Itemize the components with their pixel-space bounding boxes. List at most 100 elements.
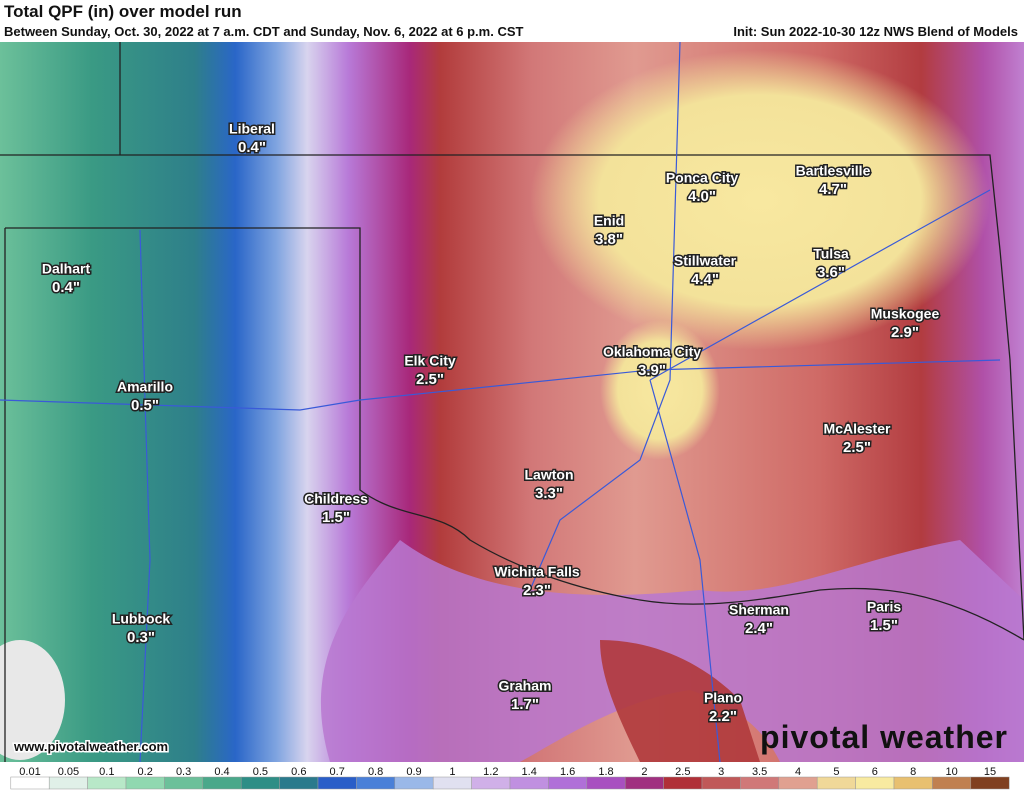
legend-label: 1 (449, 766, 455, 778)
legend-label: 1.8 (598, 766, 613, 778)
city-value: 2.3" (523, 582, 551, 599)
legend-swatch (87, 776, 127, 790)
legend-swatch (970, 776, 1010, 790)
subtitle: Between Sunday, Oct. 30, 2022 at 7 a.m. … (4, 24, 524, 39)
legend-label: 0.4 (214, 766, 229, 778)
legend-swatch (778, 776, 818, 790)
city-value: 2.5" (843, 439, 871, 456)
logo: pivotal weather (760, 719, 1008, 755)
city-name: Ponca City (666, 170, 739, 186)
legend-label: 0.05 (58, 766, 79, 778)
city-value: 1.7" (511, 696, 539, 713)
legend-swatch (10, 776, 50, 790)
city-name: Stillwater (674, 253, 737, 269)
city-name: Bartlesville (796, 163, 871, 179)
city-value: 2.4" (745, 620, 773, 637)
map (0, 41, 1024, 763)
city-value: 0.4" (238, 139, 266, 156)
legend-label: 0.1 (99, 766, 114, 778)
city-name: Lubbock (112, 611, 171, 627)
legend-label: 1.6 (560, 766, 575, 778)
city-value: 2.2" (709, 708, 737, 725)
website: www.pivotalweather.com (13, 739, 168, 754)
city-value: 0.4" (52, 279, 80, 296)
city-value: 4.0" (688, 188, 716, 205)
city-name: Muskogee (871, 306, 940, 322)
legend-label: 0.6 (291, 766, 306, 778)
legend-swatch (279, 776, 319, 790)
city-name: Sherman (729, 602, 789, 618)
legend-label: 0.8 (368, 766, 383, 778)
city-name: Plano (704, 690, 742, 706)
legend-label: 15 (984, 766, 996, 778)
city-value: 3.3" (535, 485, 563, 502)
legend-label: 10 (945, 766, 957, 778)
legend-label: 0.7 (330, 766, 345, 778)
city-name: Lawton (525, 467, 574, 483)
legend-swatch (893, 776, 933, 790)
city-name: Liberal (229, 121, 275, 137)
legend-label: 8 (910, 766, 916, 778)
city-value: 2.9" (891, 324, 919, 341)
legend-label: 6 (872, 766, 878, 778)
city-name: Wichita Falls (494, 564, 580, 580)
precip-max (530, 50, 990, 350)
legend-label: 0.9 (406, 766, 421, 778)
legend-label: 4 (795, 766, 801, 778)
legend-swatch (432, 776, 472, 790)
legend-label: 0.5 (253, 766, 268, 778)
city-name: Amarillo (117, 379, 173, 395)
city-value: 2.5" (416, 371, 444, 388)
city-name: McAlester (824, 421, 891, 437)
city-name: Tulsa (813, 246, 849, 262)
city-value: 3.9" (638, 362, 666, 379)
legend-swatch (202, 776, 242, 790)
legend-swatch (701, 776, 741, 790)
precip-max-okc (600, 320, 720, 460)
city-name: Oklahoma City (603, 344, 701, 360)
city-value: 3.8" (595, 231, 623, 248)
city-value: 4.4" (691, 271, 719, 288)
city-name: Elk City (404, 353, 456, 369)
legend-label: 3.5 (752, 766, 767, 778)
legend-swatch (816, 776, 856, 790)
legend-swatch (240, 776, 280, 790)
city-name: Enid (594, 213, 624, 229)
legend-label: 5 (833, 766, 839, 778)
legend-label: 0.3 (176, 766, 191, 778)
state-borders (0, 42, 1024, 762)
legend-label: 1.4 (522, 766, 537, 778)
city-value: 1.5" (870, 617, 898, 634)
legend-label: 2 (641, 766, 647, 778)
legend-swatch (164, 776, 204, 790)
city-name: Graham (499, 678, 552, 694)
legend-swatch (740, 776, 780, 790)
city-name: Childress (304, 491, 368, 507)
city-name: Paris (867, 599, 901, 615)
city-value: 3.6" (817, 264, 845, 281)
legend-swatch (394, 776, 434, 790)
legend-label: 1.2 (483, 766, 498, 778)
city-value: 0.3" (127, 629, 155, 646)
legend-swatch (48, 776, 88, 790)
legend-swatch (471, 776, 511, 790)
city-value: 0.5" (131, 397, 159, 414)
legend-swatch (586, 776, 626, 790)
precip-south (320, 540, 1024, 762)
highways (0, 41, 1001, 763)
legend-label: 2.5 (675, 766, 690, 778)
precip-min (0, 640, 65, 760)
city-name: Dalhart (42, 261, 91, 277)
legend-swatch (932, 776, 972, 790)
legend-swatch (356, 776, 396, 790)
legend-swatch (509, 776, 549, 790)
city-value: 4.7" (819, 181, 847, 198)
legend-label: 0.2 (138, 766, 153, 778)
legend-swatch (125, 776, 165, 790)
title: Total QPF (in) over model run (4, 2, 242, 21)
init-time: Init: Sun 2022-10-30 12z NWS Blend of Mo… (733, 24, 1018, 39)
city-value: 1.5" (322, 509, 350, 526)
legend-label: 3 (718, 766, 724, 778)
legend-label: 0.01 (19, 766, 40, 778)
